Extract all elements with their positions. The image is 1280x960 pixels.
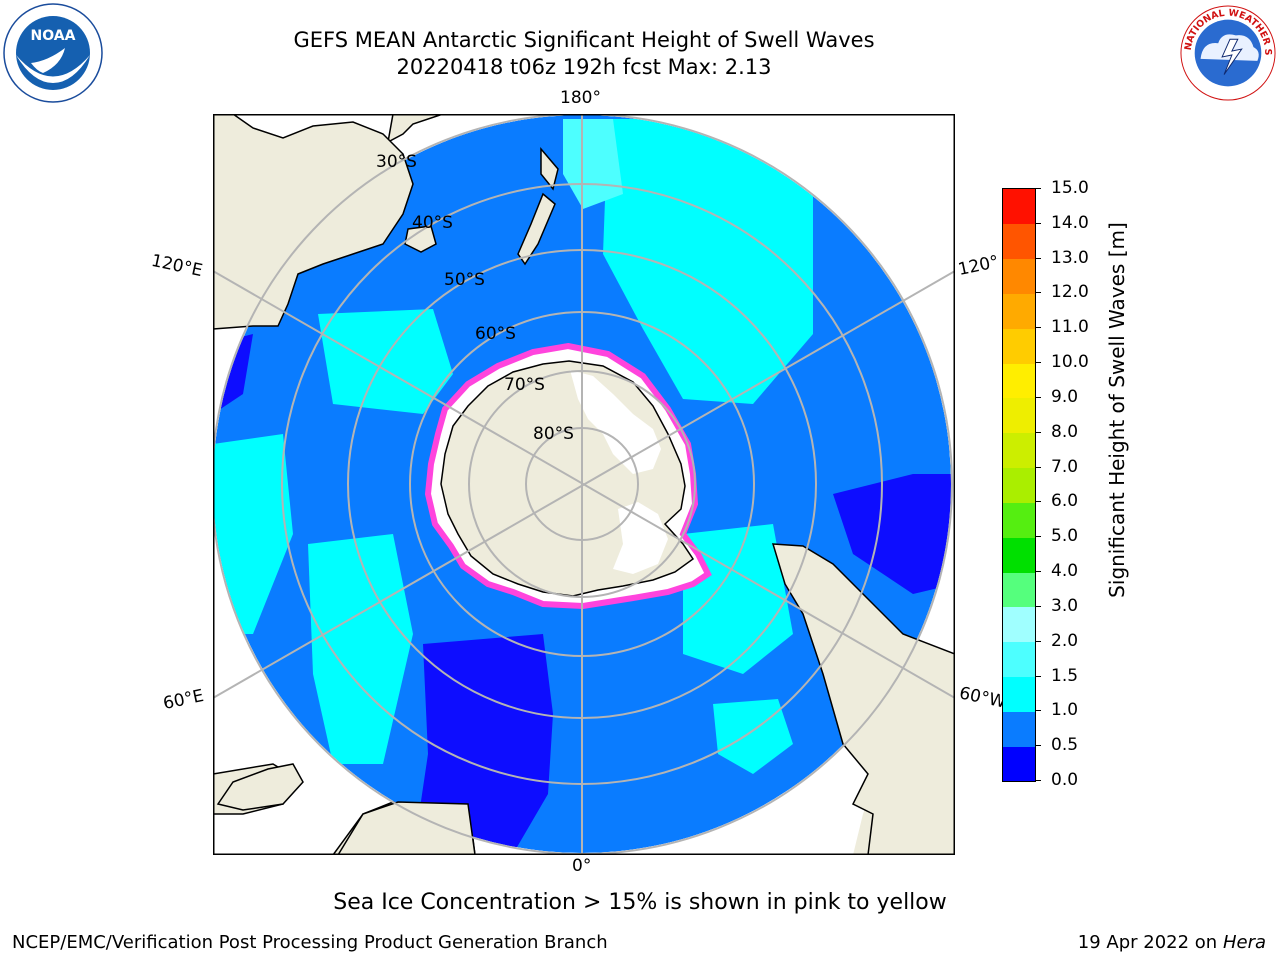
run-date-text: 19 Apr 2022 on (1077, 932, 1223, 953)
lon-label-180: 180° (560, 88, 601, 108)
credit-line: NCEP/EMC/Verification Post Processing Pr… (12, 932, 608, 953)
colorbar-tick-label: 12.0 (1051, 282, 1089, 303)
lat-label-50s: 50°S (444, 270, 485, 290)
colorbar-segment (1003, 746, 1035, 782)
colorbar-tick-label: 10.0 (1051, 352, 1089, 373)
land-south-america (771, 543, 955, 855)
chart-title: GEFS MEAN Antarctic Significant Height o… (293, 28, 875, 52)
land-nz-north (540, 146, 559, 191)
map-frame (213, 114, 955, 855)
colorbar-tick-mark (1035, 571, 1041, 573)
sea-ice-note: Sea Ice Concentration > 15% is shown in … (333, 890, 947, 915)
lat-label-80s: 80°S (533, 424, 574, 444)
colorbar-segment (1003, 328, 1035, 364)
colorbar-tick-mark (1035, 431, 1041, 433)
colorbar-segment (1003, 676, 1035, 712)
land-madagascar-inner (216, 763, 304, 811)
nws-logo: NATIONAL WEATHER SERVICE (1179, 4, 1276, 101)
colorbar-segment (1003, 189, 1035, 225)
colorbar-tick-mark (1035, 710, 1041, 712)
colorbar-tick-label: 9.0 (1051, 386, 1079, 407)
colorbar-tick-mark (1035, 222, 1041, 224)
colorbar-tick-label: 6.0 (1051, 491, 1079, 512)
colorbar-tick-label: 13.0 (1051, 247, 1089, 268)
colorbar-tick-mark (1035, 536, 1041, 538)
weddell-ice-shelf (613, 502, 668, 574)
colorbar-segment (1003, 467, 1035, 503)
lon-label-0: 0° (572, 856, 592, 876)
colorbar-tick-label: 4.0 (1051, 561, 1079, 582)
colorbar-segment (1003, 293, 1035, 329)
run-machine: Hera (1222, 932, 1266, 953)
lat-label-40s: 40°S (412, 213, 453, 233)
ross-ice-shelf (570, 370, 661, 474)
colorbar-segment (1003, 606, 1035, 643)
swell-patch-south (713, 699, 793, 774)
colorbar-segment (1003, 641, 1035, 678)
colorbar-tick-label: 7.0 (1051, 456, 1079, 477)
colorbar-segment (1003, 223, 1035, 260)
colorbar-tick-mark (1035, 745, 1041, 747)
colorbar (1002, 188, 1036, 782)
colorbar-tick-label: 3.0 (1051, 595, 1079, 616)
swell-patch-southwest (213, 434, 293, 634)
colorbar-segment (1003, 537, 1035, 573)
land-africa (337, 801, 476, 855)
polar-stereographic-map (213, 114, 955, 855)
lon-label-60w: 60°W (957, 683, 1008, 713)
meridian-60e-120w (213, 270, 955, 699)
colorbar-tick-mark (1035, 466, 1041, 468)
colorbar-tick-label: 15.0 (1051, 178, 1089, 198)
swell-patch-2m (563, 119, 623, 209)
colorbar-tick-mark (1035, 501, 1041, 503)
noaa-logo-text: NOAA (31, 28, 76, 44)
calm-zone-south-america (833, 474, 951, 594)
colorbar-tick-mark (1035, 605, 1041, 607)
colorbar-tick-mark (1035, 188, 1041, 189)
lat-label-70s: 70°S (504, 375, 545, 395)
colorbar-tick-label: 5.0 (1051, 526, 1079, 547)
swell-patch-indian (318, 309, 453, 414)
swell-patch-drake (683, 524, 793, 674)
colorbar-tick-mark (1035, 640, 1041, 642)
lon-label-120e: 120°E (149, 250, 205, 282)
lon-label-60e: 60°E (161, 685, 206, 715)
land-australia (213, 114, 414, 330)
lon-label-120w: 120° (956, 251, 1001, 281)
land-outside-tl (213, 114, 444, 144)
colorbar-tick-mark (1035, 362, 1041, 364)
colorbar-segment (1003, 572, 1035, 608)
noaa-logo: NOAA (3, 3, 103, 103)
swell-patch-atlantic-a (308, 534, 413, 764)
colorbar-segment (1003, 711, 1035, 747)
run-date: 19 Apr 2022 on Hera (1078, 932, 1266, 953)
colorbar-tick-mark (1035, 675, 1041, 677)
colorbar-tick-mark (1035, 257, 1041, 259)
colorbar-tick-mark (1035, 292, 1041, 294)
colorbar-segment (1003, 258, 1035, 294)
colorbar-tick-label: 0.5 (1051, 735, 1079, 756)
lat-label-30s: 30°S (376, 152, 417, 172)
colorbar-title: Significant Height of Swell Waves [m] (1105, 222, 1129, 598)
colorbar-tick-label: 8.0 (1051, 421, 1079, 442)
lat-label-60s: 60°S (475, 324, 516, 344)
colorbar-segment (1003, 502, 1035, 538)
colorbar-segment (1003, 397, 1035, 434)
colorbar-tick-label: 0.0 (1051, 770, 1079, 790)
colorbar-tick-label: 2.0 (1051, 630, 1079, 651)
colorbar-tick-label: 11.0 (1051, 317, 1089, 338)
colorbar-tick-label: 14.0 (1051, 212, 1089, 233)
colorbar-tick-label: 1.5 (1051, 665, 1079, 686)
colorbar-tick-mark (1035, 396, 1041, 398)
colorbar-segment (1003, 363, 1035, 399)
colorbar-segment (1003, 432, 1035, 469)
colorbar-tick-mark (1035, 327, 1041, 329)
chart-subtitle: 20220418 t06z 192h fcst Max: 2.13 (396, 55, 772, 79)
colorbar-tick-label: 1.0 (1051, 700, 1079, 721)
land-nz-south (517, 192, 556, 266)
colorbar-tick-mark (1035, 780, 1041, 781)
calm-zone-south-atlantic (413, 634, 553, 853)
